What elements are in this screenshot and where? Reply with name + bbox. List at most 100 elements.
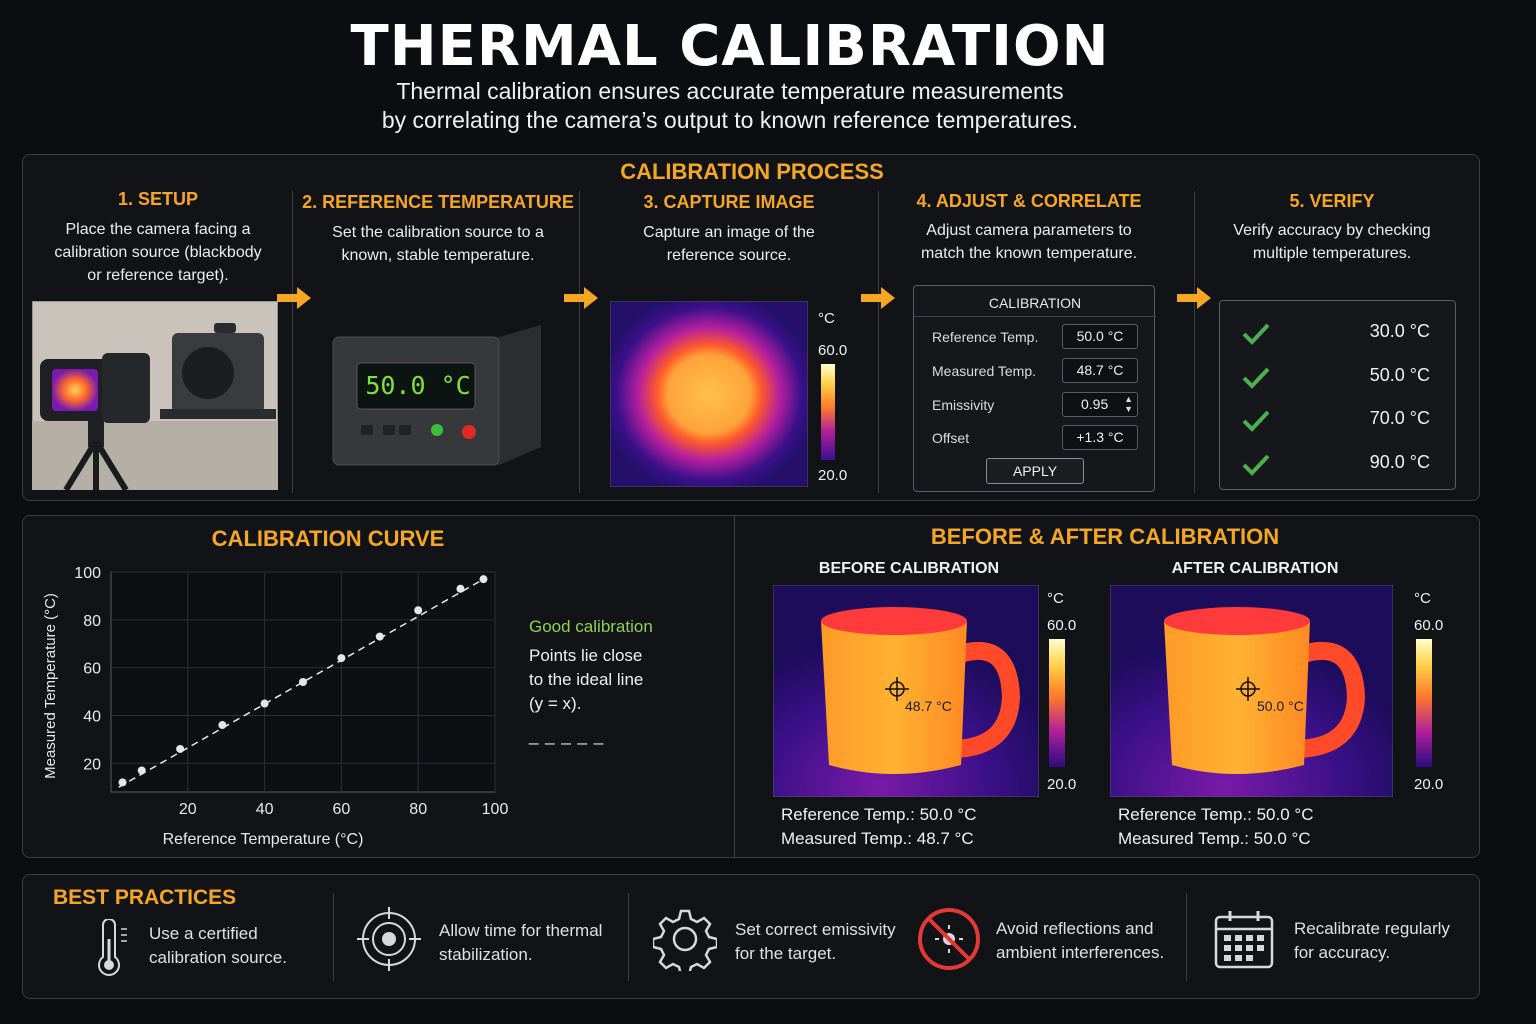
target-icon <box>357 907 421 971</box>
data-point <box>479 575 488 584</box>
verify-row: 70.0 °C <box>1220 400 1456 440</box>
y-tick-label: 60 <box>83 661 101 678</box>
before-calibration-label: BEFORE CALIBRATION <box>818 560 1000 577</box>
data-point <box>260 699 269 708</box>
verify-value: 90.0 °C <box>1369 452 1430 472</box>
divider <box>1194 191 1195 493</box>
divider <box>1186 893 1187 981</box>
reference-temp-field[interactable]: 50.0 °C <box>1062 324 1138 349</box>
ideal-line-legend: _ _ _ _ _ <box>529 726 605 745</box>
capture-scale-min: 20.0 <box>818 467 848 484</box>
emissivity-label: Emissivity <box>932 397 995 413</box>
after-color-scale-bar <box>1416 639 1432 767</box>
divider <box>628 893 629 981</box>
checkmark-icon <box>1242 410 1270 432</box>
x-tick-label: 100 <box>482 801 509 818</box>
y-axis-label: Measured Temperature (°C) <box>42 593 59 779</box>
step-5-title: 5. VERIFY <box>1289 191 1375 211</box>
after-measured-temp: Measured Temp.: 50.0 °C <box>1118 829 1311 848</box>
before-color-scale-bar <box>1049 639 1065 767</box>
divider <box>734 516 735 859</box>
arrow-right-icon <box>861 287 895 309</box>
spinner-arrows-icon[interactable]: ▲ ▼ <box>1124 394 1133 414</box>
emissivity-stepper[interactable]: 0.95 ▲ ▼ <box>1062 392 1138 417</box>
before-after-title: BEFORE & AFTER CALIBRATION <box>930 524 1280 549</box>
calibration-note: Points lie close to the ideal line (y = … <box>529 646 644 713</box>
y-tick-label: 20 <box>83 756 101 773</box>
before-spot-temperature: 48.7 °C <box>905 698 952 714</box>
verify-results-panel: 30.0 °C 50.0 °C 70.0 °C 90.0 °C <box>1219 300 1456 490</box>
verify-value: 50.0 °C <box>1369 365 1430 385</box>
data-point <box>337 654 346 663</box>
practice-item-3: Set correct emissivity for the target. <box>735 920 896 963</box>
divider <box>292 191 293 493</box>
offset-label: Offset <box>932 430 970 446</box>
data-point <box>456 584 465 593</box>
after-scale-unit: °C <box>1414 590 1431 607</box>
apply-button[interactable]: APPLY <box>986 458 1084 484</box>
capture-scale-unit: °C <box>818 310 835 327</box>
capture-color-scale-bar <box>821 364 835 460</box>
divider <box>878 191 879 493</box>
after-scale-max: 60.0 <box>1414 617 1444 634</box>
x-axis-label: Reference Temperature (°C) <box>163 831 364 848</box>
y-tick-label: 100 <box>74 565 101 582</box>
subtitle-line-1: Thermal calibration ensures accurate tem… <box>396 78 1064 104</box>
step-3-title: 3. CAPTURE IMAGE <box>643 192 815 212</box>
calibration-curve-chart: 20 40 60 80 100 20 40 60 80 100 Reference Temperat… <box>42 565 509 848</box>
data-point <box>176 744 185 753</box>
data-point <box>414 606 423 615</box>
offset-field[interactable]: +1.3 °C <box>1062 425 1138 450</box>
best-practices-panel: BEST PRACTICES Use a certified calibrati… <box>22 874 1480 999</box>
step-2-desc: Set the calibration source to a known, s… <box>332 224 544 264</box>
gear-icon <box>653 909 717 971</box>
step-4-title: 4. ADJUST & CORRELATE <box>916 191 1142 211</box>
data-point <box>137 766 146 775</box>
verify-row: 30.0 °C <box>1220 313 1456 353</box>
step-1-title: 1. SETUP <box>117 189 199 209</box>
after-spot-temperature: 50.0 °C <box>1257 698 1304 714</box>
after-thermal-image <box>1110 585 1393 797</box>
best-practices-title: BEST PRACTICES <box>53 886 237 909</box>
page-title: THERMAL CALIBRATION <box>350 14 1110 79</box>
arrow-right-icon <box>277 287 311 309</box>
reference-source-device <box>332 325 541 466</box>
step-4-desc: Adjust camera parameters to match the kn… <box>920 222 1138 262</box>
camera-setup-photo <box>32 301 278 490</box>
y-tick-label: 80 <box>83 613 101 630</box>
step-5-desc: Verify accuracy by checking multiple tem… <box>1233 222 1431 262</box>
verify-value: 30.0 °C <box>1369 321 1430 341</box>
data-point <box>118 778 127 787</box>
before-thermal-image <box>773 585 1039 797</box>
reference-temp-label: Reference Temp. <box>932 329 1039 345</box>
verify-row: 90.0 °C <box>1220 444 1456 484</box>
source-temperature-display: 50.0 °C <box>365 371 471 400</box>
thermometer-icon <box>98 919 127 976</box>
checkmark-icon <box>1242 323 1270 345</box>
arrow-right-icon <box>564 287 598 309</box>
no-reflection-icon <box>918 908 980 970</box>
data-point <box>375 632 384 641</box>
practice-item-1: Use a certified calibration source. <box>149 924 287 967</box>
x-tick-label: 40 <box>256 801 274 818</box>
emissivity-value: 0.95 <box>1081 396 1109 412</box>
calendar-icon <box>1214 911 1274 969</box>
practice-item-2: Allow time for thermal stabilization. <box>439 921 603 964</box>
calibration-settings-panel: CALIBRATION Reference Temp. 50.0 °C Meas… <box>913 285 1156 492</box>
checkmark-icon <box>1242 367 1270 389</box>
step-2-title: 2. REFERENCE TEMPERATURE <box>302 192 574 212</box>
x-tick-label: 60 <box>333 801 351 818</box>
x-tick-label: 80 <box>409 801 427 818</box>
good-calibration-label: Good calibration <box>529 617 653 636</box>
divider <box>579 191 580 493</box>
calibration-panel-header: CALIBRATION <box>988 295 1082 311</box>
before-scale-unit: °C <box>1047 590 1064 607</box>
analysis-panel: CALIBRATION CURVE 20 40 60 80 100 20 40 60 80 100… <box>22 515 1480 859</box>
measured-temp-field[interactable]: 48.7 °C <box>1062 358 1138 383</box>
verify-row: 50.0 °C <box>1220 357 1456 397</box>
divider <box>914 316 1156 317</box>
subtitle-line-2: by correlating the camera’s output to kn… <box>381 107 1079 133</box>
capture-scale-max: 60.0 <box>818 342 848 359</box>
after-reference-temp: Reference Temp.: 50.0 °C <box>1118 805 1314 824</box>
y-tick-label: 40 <box>83 708 101 725</box>
